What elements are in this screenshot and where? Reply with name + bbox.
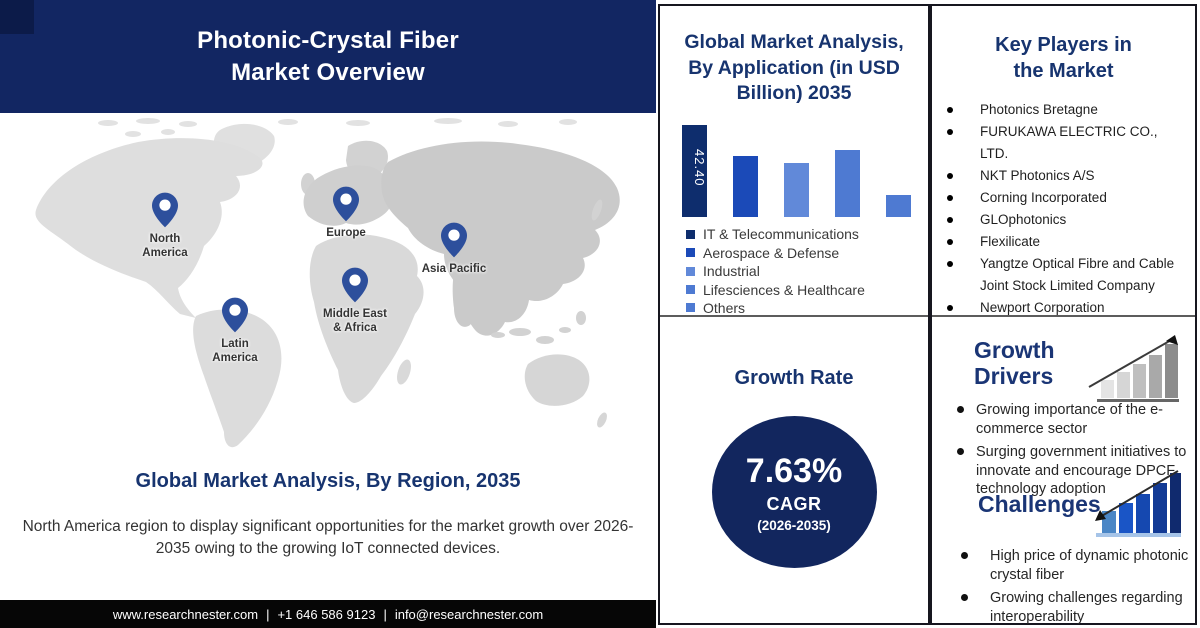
cagr-value: 7.63% [745,451,843,490]
growth-driver-item: Growing importance of the e-commerce sec… [932,401,1191,438]
key-player-item: Corning Incorporated [932,187,1195,209]
footer-separator: | [383,606,387,622]
legend-label: IT & Telecommunications [703,226,859,243]
map-region-label: North America [142,233,188,260]
bar-plot: 42.40 [682,119,928,218]
bar-0: 42.40 [682,124,707,218]
legend-swatch-icon [686,229,695,239]
key-player-item: NKT Photonics A/S [932,165,1195,187]
middle-column: Global Market Analysis, By Application (… [658,4,930,625]
world-map-graphic [35,118,620,448]
bar-3 [835,149,860,218]
right-column: Key Players in the Market Photonics Bret… [930,4,1197,625]
footer-phone: +1 646 586 9123 [277,606,376,622]
map-pin-icon [152,192,178,228]
bar-4 [886,195,911,218]
cagr-period: (2026-2035) [757,517,831,533]
key-player-item: Yangtze Optical Fibre and Cable Joint St… [932,253,1195,297]
chart-legend: IT & Telecommunications Aerospace & Defen… [686,225,928,317]
region-analysis-description: North America region to display signific… [22,518,634,557]
legend-swatch-icon [686,248,695,258]
legend-item: Lifesciences & Healthcare [686,280,928,298]
footer-website: www.researchnester.com [112,606,259,622]
region-analysis-title: Global Market Analysis, By Region, 2035 [135,470,521,492]
panel-divider [932,315,1195,317]
key-player-item: FURUKAWA ELECTRIC CO., LTD. [932,121,1195,165]
cagr-label: CAGR [766,493,822,514]
challenges-list: High price of dynamic photonic crystal f… [932,547,1191,628]
drivers-challenges-panel: Growth Drivers Growing importance of the… [932,317,1195,625]
key-player-item: Newport Corporation [932,297,1195,319]
key-players-list: Photonics Bretagne FURUKAWA ELECTRIC CO.,… [932,99,1195,319]
legend-item: Others [686,299,928,317]
challenge-item: High price of dynamic photonic crystal f… [932,547,1191,584]
growth-rate-title: Growth Rate [734,367,854,389]
page-title-line1: Photonic-Crystal Fiber [197,26,459,54]
key-players-title: Key Players in the Market [995,34,1132,82]
bar-2 [784,163,809,218]
legend-label: Aerospace & Defense [703,244,840,261]
bar-1 [733,156,758,218]
footer-email: info@researchnester.com [394,606,544,622]
world-map: North America Europe Asia Pacific Middle Ea… [28,118,628,454]
map-pin-icon [441,222,467,258]
legend-swatch-icon [686,303,695,313]
blue-bars-down-arrow-icon [1095,470,1181,537]
key-player-item: GLOphotonics [932,209,1195,231]
map-region-label: Europe [326,227,366,239]
contact-footer: www.researchnester.com | +1 646 586 9123… [0,600,656,628]
legend-label: Industrial [703,263,760,280]
challenge-item: Growing challenges regarding interoperab… [932,589,1191,626]
application-chart-title: Global Market Analysis, By Application (… [684,31,904,105]
page-title-line2: Market Overview [231,58,425,86]
map-region-label: Middle East & Africa [323,308,387,335]
page-title: Photonic-Crystal Fiber Market Overview [197,25,459,88]
key-player-item: Flexilicate [932,231,1195,253]
growth-rate-panel: Growth Rate 7.63% CAGR (2026-2035) [660,317,928,623]
legend-item: Industrial [686,262,928,280]
challenges-title: Challenges [978,491,1101,517]
legend-item: IT & Telecommunications [686,225,928,243]
growth-drivers-list: Growing importance of the e-commerce sec… [932,401,1191,504]
map-pin-icon [333,186,359,222]
title-banner: Photonic-Crystal Fiber Market Overview [0,0,656,113]
map-region-label: Asia Pacific [421,263,487,275]
growth-drivers-title: Growth Drivers [974,337,1055,390]
footer-separator: | [266,606,270,622]
rising-gray-bars-up-arrow-icon [1088,335,1179,402]
application-chart-panel: Global Market Analysis, By Application (… [660,6,928,317]
legend-label: Others [703,299,746,316]
map-pin-icon [342,267,368,303]
bar-value-label: 42.40 [692,148,707,187]
map-region-label: Latin America [212,338,258,365]
legend-swatch-icon [686,285,695,295]
map-pin-icon [222,297,248,333]
growth-rate-badge: 7.63% CAGR (2026-2035) [711,416,877,568]
legend-item: Aerospace & Defense [686,244,928,262]
growth-driver-item: Surging government initiatives to innova… [932,443,1191,499]
legend-swatch-icon [686,266,695,276]
key-players-panel: Key Players in the Market Photonics Bret… [932,6,1195,315]
panel-divider [660,315,928,317]
corner-accent-square [0,0,34,34]
key-player-item: Photonics Bretagne [932,99,1195,121]
legend-label: Lifesciences & Healthcare [703,281,865,298]
